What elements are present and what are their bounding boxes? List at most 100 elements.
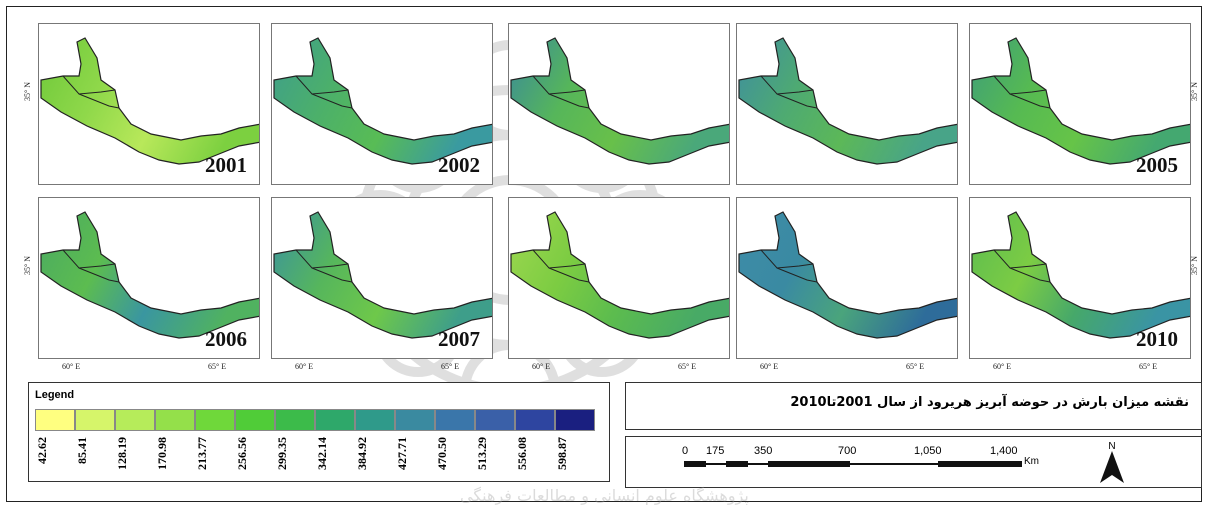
map-year-label: 2001 (205, 153, 247, 177)
scale-segment (726, 461, 748, 467)
legend-swatch (35, 409, 75, 431)
legend-swatch (75, 409, 115, 431)
basin-map (273, 37, 492, 165)
map-title-box: نقشه میزان بارش در حوضه آبریز هریرود از … (625, 382, 1202, 430)
map-panel (508, 197, 730, 359)
legend-swatch (155, 409, 195, 431)
map-panel (736, 23, 958, 185)
map-title: نقشه میزان بارش در حوضه آبریز هریرود از … (790, 395, 1189, 410)
legend-label: 85.41 (75, 437, 89, 464)
sub-basin-boundary (760, 249, 814, 269)
map-panel: 2007 (271, 197, 493, 359)
map-year-label: 2010 (1136, 327, 1178, 351)
longitude-label: 65° E (441, 362, 460, 371)
legend-label: 170.98 (155, 437, 169, 470)
scale-tick-label: 1,400 (990, 445, 1018, 457)
legend-label: 42.62 (35, 437, 49, 464)
map-panel: 2001 (38, 23, 260, 185)
sub-basin-boundary (1009, 93, 1051, 109)
map-panel: 2005 (969, 23, 1191, 185)
sub-basin-boundary (993, 75, 1047, 95)
basin-shape (510, 211, 729, 339)
legend-swatch (395, 409, 435, 431)
longitude-label: 60° E (760, 362, 779, 371)
basin-map (40, 37, 259, 165)
sub-basin-boundary (548, 267, 590, 283)
legend-swatch (315, 409, 355, 431)
sub-basin-boundary (993, 249, 1047, 269)
north-arrow-icon: N (1094, 439, 1130, 485)
map-year-label: 2005 (1136, 153, 1178, 177)
longitude-label: 65° E (906, 362, 925, 371)
legend-label: 513.29 (475, 437, 489, 470)
basin-map (971, 211, 1190, 339)
legend-color-bar (35, 409, 595, 431)
basin-map (510, 37, 729, 165)
basin-shape (40, 211, 259, 339)
map-year-label: 2002 (438, 153, 480, 177)
sub-basin-boundary (62, 249, 116, 269)
sub-basin-boundary (62, 75, 116, 95)
basin-map (738, 211, 957, 339)
scale-unit: Km (1024, 456, 1039, 467)
sub-basin-boundary (548, 93, 590, 109)
legend-label: 213.77 (195, 437, 209, 470)
basin-shape (273, 37, 492, 165)
legend-label: 598.87 (555, 437, 569, 470)
map-year-label: 2006 (205, 327, 247, 351)
legend-swatch (435, 409, 475, 431)
sub-basin-boundary (311, 267, 353, 283)
legend-swatch (555, 409, 595, 431)
basin-shape (738, 211, 957, 339)
basin-map (40, 211, 259, 339)
basin-shape (40, 37, 259, 165)
legend-label: 299.35 (275, 437, 289, 470)
latitude-label: 35° N (1189, 82, 1199, 101)
basin-map (971, 37, 1190, 165)
legend-swatch (475, 409, 515, 431)
latitude-label: 35° N (22, 256, 32, 275)
map-panel: 2010 (969, 197, 1191, 359)
legend-swatch (195, 409, 235, 431)
longitude-label: 60° E (993, 362, 1012, 371)
scale-segment (684, 461, 706, 467)
legend-box: Legend 42.62 85.41 128.19 170.98 213.77 256.5… (28, 382, 610, 482)
scale-line (684, 463, 1022, 465)
basin-shape (971, 37, 1190, 165)
watermark-text: پژوهشگاه علوم انسانی و مطالعات فرهنگی (460, 486, 749, 505)
scale-tick-label: 175 (706, 445, 725, 457)
map-panel (736, 197, 958, 359)
legend-label: 342.14 (315, 437, 329, 470)
scale-bar-box: Km N 0 175 350 700 1,050 1,400 (625, 436, 1202, 488)
sub-basin-boundary (532, 249, 586, 269)
north-label: N (1108, 441, 1115, 452)
map-panel (508, 23, 730, 185)
scale-tick-label: 0 (682, 445, 689, 457)
sub-basin-boundary (776, 267, 818, 283)
latitude-label: 35° N (1189, 256, 1199, 275)
sub-basin-boundary (776, 93, 818, 109)
legend-label: 384.92 (355, 437, 369, 470)
map-year-label: 2007 (438, 327, 480, 351)
scale-segment (938, 461, 1022, 467)
basin-map (510, 211, 729, 339)
sub-basin-boundary (532, 75, 586, 95)
legend-label: 556.08 (515, 437, 529, 470)
sub-basin-boundary (760, 75, 814, 95)
legend-swatch (275, 409, 315, 431)
sub-basin-boundary (311, 93, 353, 109)
longitude-label: 60° E (532, 362, 551, 371)
legend-swatch (235, 409, 275, 431)
sub-basin-boundary (295, 75, 349, 95)
sub-basin-boundary (1009, 267, 1051, 283)
legend-swatch (115, 409, 155, 431)
longitude-label: 65° E (1139, 362, 1158, 371)
legend-label: 470.50 (435, 437, 449, 470)
scale-segment (768, 461, 850, 467)
longitude-label: 60° E (295, 362, 314, 371)
legend-title: Legend (35, 389, 75, 401)
longitude-label: 65° E (208, 362, 227, 371)
basin-shape (510, 37, 729, 165)
basin-shape (738, 37, 957, 165)
scale-tick-label: 700 (838, 445, 857, 457)
